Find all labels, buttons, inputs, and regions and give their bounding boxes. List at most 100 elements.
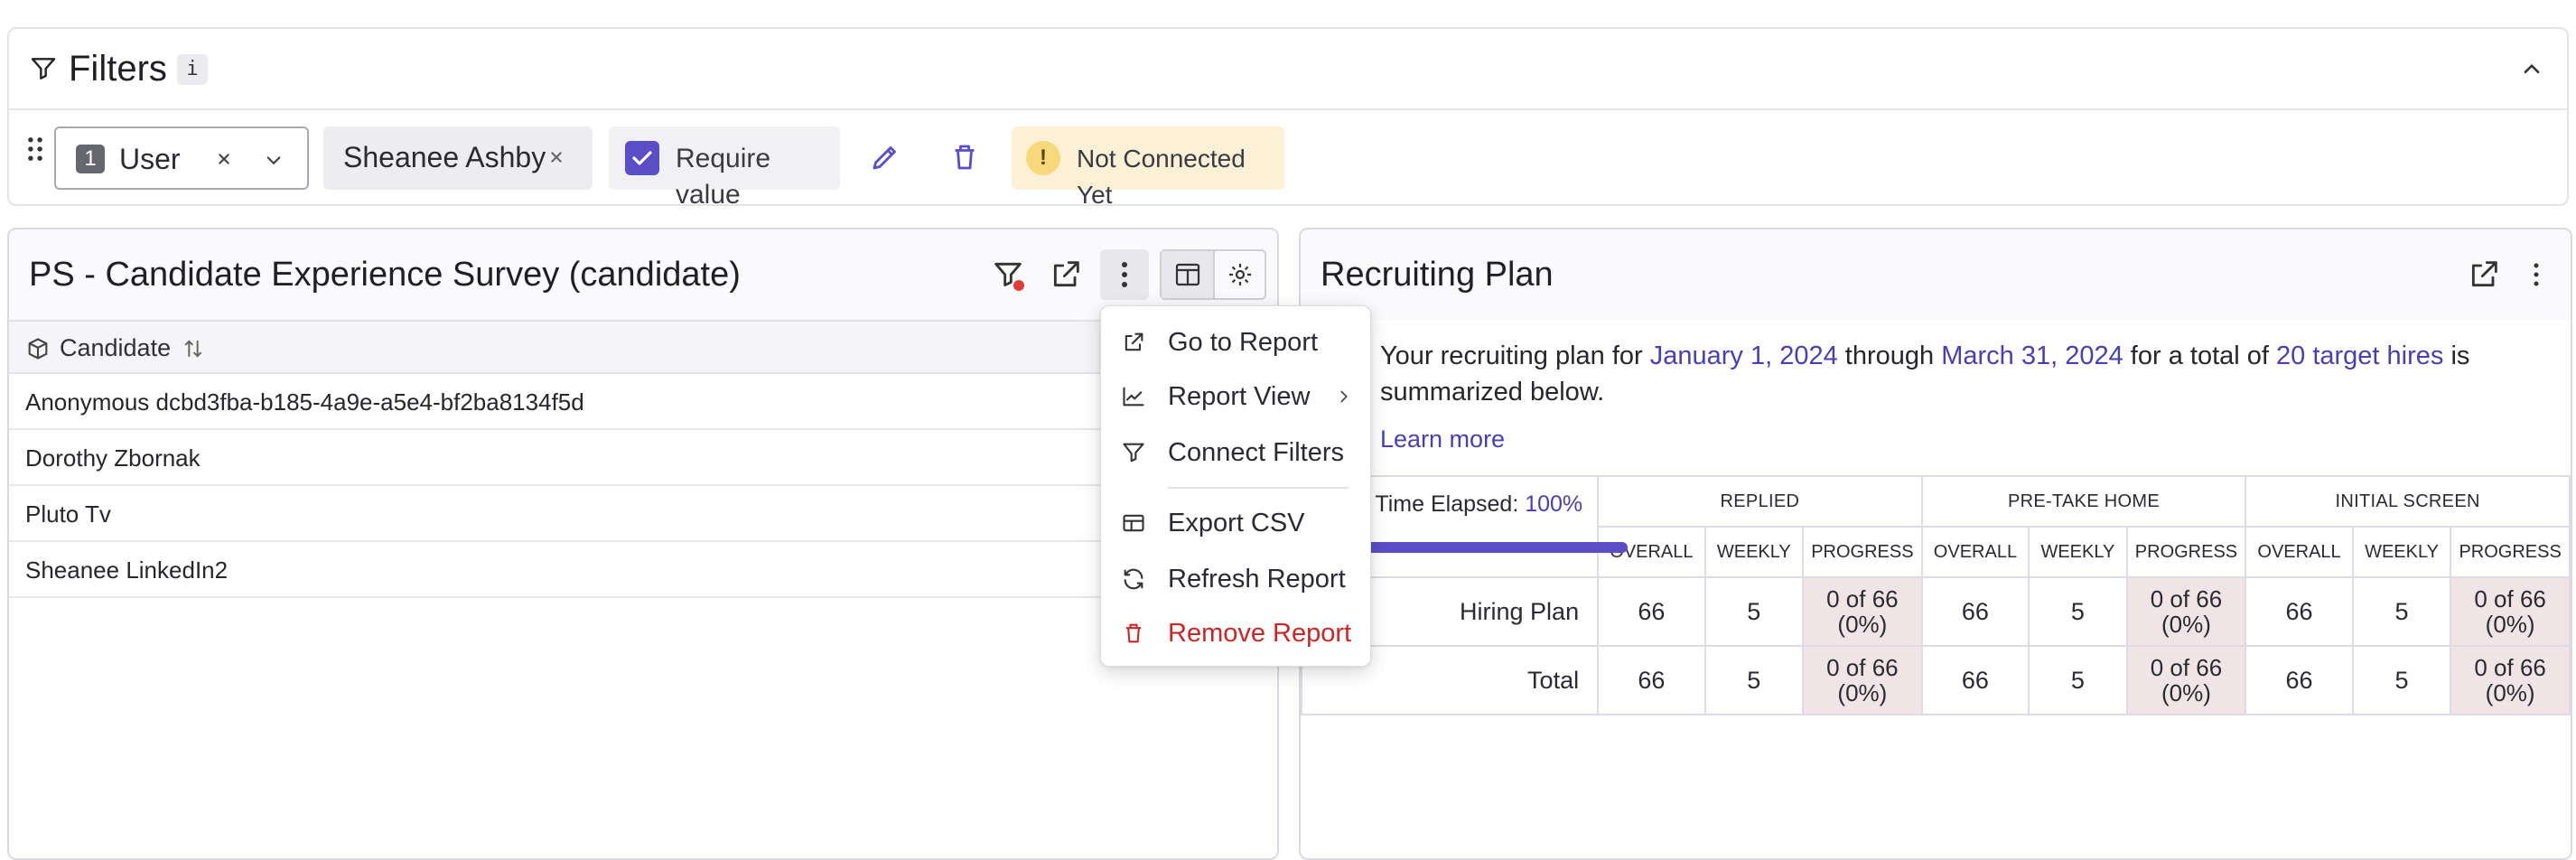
- plan-cell: 5: [2351, 645, 2452, 715]
- candidate-column-label: Candidate: [60, 334, 172, 361]
- sub-header-weekly: WEEKLY: [2351, 526, 2452, 578]
- recruiting-plan-table: n Time Elapsed: 100% REPLIED PRE-TAKE HO…: [1301, 475, 2571, 715]
- menu-item-go-to-report[interactable]: Go to Report: [1101, 317, 1370, 368]
- plan-cell: 66: [2245, 645, 2354, 715]
- table-row[interactable]: Dorothy Zbornak: [9, 430, 1277, 486]
- pencil-icon[interactable]: [869, 141, 901, 173]
- summary-through: through: [1837, 341, 1942, 370]
- chevron-down-icon[interactable]: [260, 146, 287, 173]
- require-value-label: Require value: [676, 144, 771, 210]
- learn-more-link[interactable]: Learn more: [1380, 425, 1506, 453]
- drag-handle-icon[interactable]: [25, 134, 45, 164]
- cube-icon: [28, 338, 48, 360]
- candidate-name: Dorothy Zbornak: [25, 444, 201, 472]
- menu-item-label: Report View: [1168, 382, 1311, 411]
- require-value-checkbox[interactable]: [625, 141, 659, 175]
- start-date-link[interactable]: January 1, 2024: [1649, 341, 1838, 370]
- filters-title: Filters: [69, 49, 167, 89]
- sub-header-progress: PROGRESS: [2450, 526, 2571, 578]
- time-elapsed-progress-bar: [1357, 542, 1628, 553]
- candidate-name: Pluto Tv: [25, 500, 111, 528]
- external-link-icon[interactable]: [2466, 257, 2502, 293]
- trash-icon[interactable]: [948, 141, 981, 173]
- progress-cell: 0 of 66 (0%): [1802, 645, 1923, 715]
- filter-index-badge: 1: [76, 145, 105, 173]
- stage-header-initial-screen: INITIAL SCREEN: [2245, 475, 2571, 528]
- candidate-survey-report-card: PS - Candidate Experience Survey (candid…: [7, 228, 1279, 860]
- table-row[interactable]: Sheanee LinkedIn2: [9, 542, 1277, 598]
- progress-cell: 0 of 66 (0%): [2125, 576, 2247, 647]
- filter-icon: [994, 262, 1022, 287]
- stage-header-replied: REPLIED: [1597, 475, 1923, 528]
- report-card-header: PS - Candidate Experience Survey (candid…: [9, 229, 1277, 320]
- menu-item-label: Export CSV: [1168, 509, 1305, 538]
- plan-summary: Your recruiting plan for January 1, 2024…: [1380, 338, 2518, 410]
- plan-cell: 5: [2028, 645, 2128, 715]
- user-filter-label: User: [119, 143, 181, 175]
- summary-suffix: is summarized below.: [1380, 341, 2470, 407]
- more-options-button[interactable]: [1100, 249, 1149, 300]
- progress-cell: 0 of 66 (0%): [2450, 645, 2571, 715]
- sub-header-progress: PROGRESS: [1802, 526, 1923, 578]
- trash-icon: [1125, 623, 1142, 643]
- table-view-button[interactable]: [1162, 251, 1213, 298]
- table-row[interactable]: Pluto Tv: [9, 486, 1277, 542]
- more-vertical-icon[interactable]: [2518, 257, 2554, 293]
- sort-icon[interactable]: [181, 336, 206, 361]
- warning-icon: !: [1026, 141, 1060, 175]
- summary-for-total: for a total of: [2123, 341, 2277, 370]
- check-icon: [632, 151, 652, 165]
- user-filter-select[interactable]: 1 User: [54, 126, 309, 190]
- report-card-header: Recruiting Plan: [1301, 229, 2571, 320]
- sub-header-overall: OVERALL: [2245, 526, 2354, 578]
- row-label: Total: [1301, 645, 1600, 715]
- refresh-icon: [1124, 568, 1143, 590]
- time-elapsed-label: n Time Elapsed: 100%: [1357, 491, 1582, 518]
- candidate-name: Anonymous dcbd3fba-b185-4a9e-a5e4-bf2ba8…: [25, 388, 584, 416]
- recruiting-plan-body: Your recruiting plan for January 1, 2024…: [1301, 320, 2571, 858]
- chevron-up-icon[interactable]: [2516, 54, 2547, 85]
- candidate-column-header[interactable]: Candidate: [9, 320, 1277, 374]
- filter-value-chip[interactable]: Sheanee Ashby: [323, 126, 593, 190]
- menu-item-remove-report[interactable]: Remove Report: [1101, 608, 1370, 659]
- external-link-icon: [1125, 332, 1143, 351]
- menu-item-label: Go to Report: [1168, 328, 1319, 357]
- sub-header-weekly: WEEKLY: [1703, 526, 1805, 578]
- time-elapsed-value: 100%: [1525, 491, 1583, 517]
- filters-header[interactable]: Filters i: [9, 29, 2567, 110]
- filter-icon: [31, 58, 56, 79]
- connection-status-label: Not Connected Yet: [1077, 145, 1246, 209]
- plan-cell: 66: [1597, 645, 1706, 715]
- sub-header-weekly: WEEKLY: [2028, 526, 2128, 578]
- report-title: PS - Candidate Experience Survey (candid…: [29, 256, 741, 294]
- info-badge[interactable]: i: [177, 54, 208, 85]
- table-row: Total 66 5 0 of 66 (0%) 66 5 0 of 66 (0%…: [1301, 645, 2571, 715]
- report-title: Recruiting Plan: [1321, 256, 1554, 294]
- chevron-right-icon: [1340, 390, 1348, 403]
- candidate-name: Sheanee LinkedIn2: [25, 556, 229, 584]
- sub-header-overall: OVERALL: [1920, 526, 2030, 578]
- filter-active-dot: [1013, 280, 1024, 291]
- external-link-icon[interactable]: [1048, 257, 1084, 293]
- progress-cell: 0 of 66 (0%): [2125, 645, 2247, 715]
- more-vertical-icon: [1122, 262, 1127, 287]
- menu-item-connect-filters[interactable]: Connect Filters: [1101, 427, 1370, 478]
- end-date-link[interactable]: March 31, 2024: [1941, 341, 2123, 370]
- toggle-divider: [1213, 251, 1215, 298]
- time-elapsed-text: n Time Elapsed:: [1357, 491, 1526, 517]
- table-row: Hiring Plan 66 5 0 of 66 (0%) 66 5 0 of …: [1301, 576, 2571, 647]
- menu-item-refresh-report[interactable]: Refresh Report: [1101, 554, 1370, 604]
- active-filter-button[interactable]: [990, 257, 1026, 293]
- target-hires-link[interactable]: 20 target hires: [2276, 341, 2444, 370]
- menu-item-export-csv[interactable]: Export CSV: [1101, 498, 1370, 548]
- close-icon[interactable]: [544, 145, 569, 170]
- close-icon[interactable]: [211, 146, 237, 172]
- plan-cell: 5: [2028, 576, 2128, 647]
- plan-cell: 5: [1703, 576, 1805, 647]
- menu-item-report-view[interactable]: Report View: [1101, 371, 1370, 422]
- require-value-toggle[interactable]: Require value: [609, 126, 840, 210]
- table-row[interactable]: Anonymous dcbd3fba-b185-4a9e-a5e4-bf2ba8…: [9, 374, 1277, 430]
- plan-cell: 5: [1703, 645, 1805, 715]
- settings-button[interactable]: [1215, 251, 1266, 298]
- sub-header-progress: PROGRESS: [2125, 526, 2247, 578]
